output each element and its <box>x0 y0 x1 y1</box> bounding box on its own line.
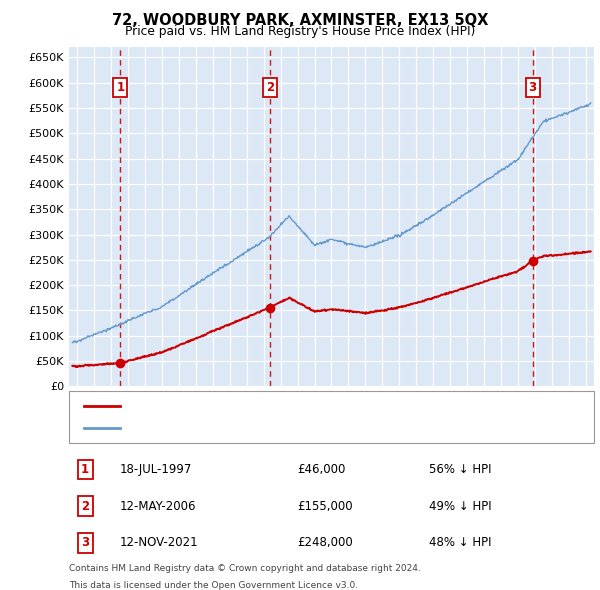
Text: 3: 3 <box>81 536 89 549</box>
Text: 3: 3 <box>529 81 536 94</box>
Text: This data is licensed under the Open Government Licence v3.0.: This data is licensed under the Open Gov… <box>69 581 358 589</box>
Text: 1: 1 <box>116 81 125 94</box>
Text: £155,000: £155,000 <box>297 500 353 513</box>
Text: HPI: Average price, detached house, East Devon: HPI: Average price, detached house, East… <box>129 423 381 433</box>
Text: 48% ↓ HPI: 48% ↓ HPI <box>429 536 491 549</box>
Text: 12-MAY-2006: 12-MAY-2006 <box>120 500 197 513</box>
Text: 72, WOODBURY PARK, AXMINSTER, EX13 5QX: 72, WOODBURY PARK, AXMINSTER, EX13 5QX <box>112 13 488 28</box>
Text: 12-NOV-2021: 12-NOV-2021 <box>120 536 199 549</box>
Text: £248,000: £248,000 <box>297 536 353 549</box>
Text: Contains HM Land Registry data © Crown copyright and database right 2024.: Contains HM Land Registry data © Crown c… <box>69 564 421 573</box>
Text: 72, WOODBURY PARK, AXMINSTER, EX13 5QX (detached house): 72, WOODBURY PARK, AXMINSTER, EX13 5QX (… <box>129 401 461 411</box>
Text: £46,000: £46,000 <box>297 463 346 476</box>
Text: 56% ↓ HPI: 56% ↓ HPI <box>429 463 491 476</box>
Text: 18-JUL-1997: 18-JUL-1997 <box>120 463 193 476</box>
Text: 1: 1 <box>81 463 89 476</box>
Text: 2: 2 <box>81 500 89 513</box>
Text: 49% ↓ HPI: 49% ↓ HPI <box>429 500 491 513</box>
Text: 2: 2 <box>266 81 274 94</box>
Text: Price paid vs. HM Land Registry's House Price Index (HPI): Price paid vs. HM Land Registry's House … <box>125 25 475 38</box>
